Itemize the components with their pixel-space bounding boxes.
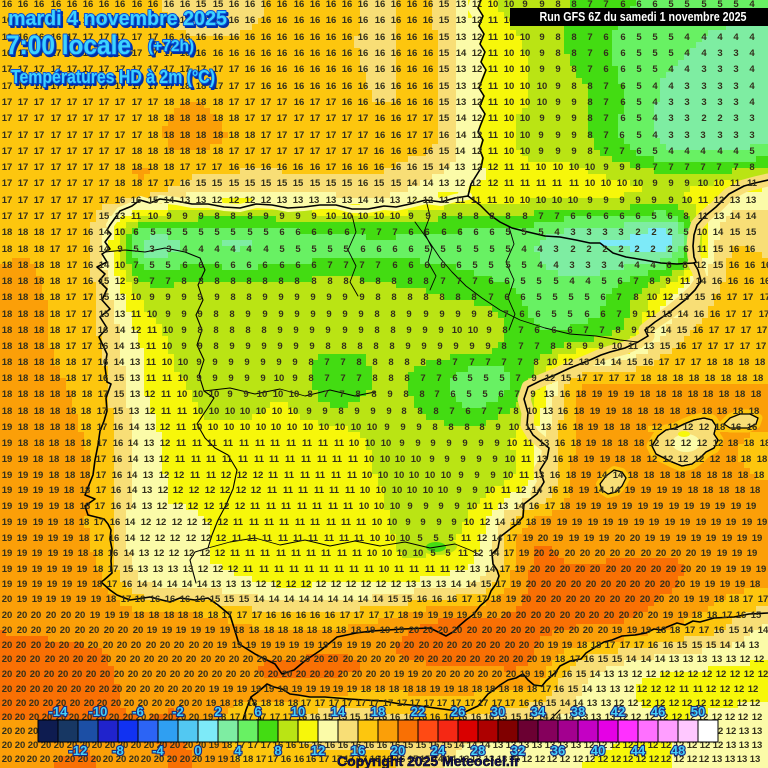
svg-text:Températures HD à 2m (°C): Températures HD à 2m (°C) [13,69,217,89]
svg-text:Copyright 2025 Meteociel.fr: Copyright 2025 Meteociel.fr [337,753,520,768]
svg-text:16: 16 [351,743,365,758]
svg-text:mardi 4 novembre 2025: mardi 4 novembre 2025 [8,8,227,30]
svg-text:18: 18 [371,704,385,719]
svg-text:-6: -6 [132,704,144,719]
svg-text:34: 34 [531,704,546,719]
svg-text:7:00 locale: 7:00 locale [6,30,131,60]
svg-text:50: 50 [691,704,705,719]
svg-text:4: 4 [234,743,242,758]
svg-text:46: 46 [651,704,665,719]
svg-text:(+72h): (+72h) [148,38,194,55]
svg-text:mardi 4 novembre 2025: mardi 4 novembre 2025 [10,10,229,32]
svg-text:14: 14 [331,704,346,719]
svg-text:-10: -10 [89,704,108,719]
svg-text:Run GFS 6Z du samedi 1 novembr: Run GFS 6Z du samedi 1 novembre 2025 [540,9,747,24]
svg-text:(+72h): (+72h) [150,40,196,57]
svg-text:2: 2 [214,704,221,719]
svg-text:20: 20 [391,743,405,758]
svg-text:38: 38 [571,704,585,719]
svg-text:-14: -14 [49,704,69,719]
svg-text:26: 26 [451,704,465,719]
svg-text:10: 10 [291,704,305,719]
svg-text:0: 0 [194,743,201,758]
svg-text:-4: -4 [152,743,164,758]
svg-text:22: 22 [411,704,425,719]
svg-text:6: 6 [254,704,261,719]
svg-text:Températures HD à 2m (°C): Températures HD à 2m (°C) [11,67,215,87]
svg-text:24: 24 [431,743,446,758]
svg-text:-8: -8 [112,743,124,758]
svg-text:36: 36 [551,743,565,758]
svg-text:-2: -2 [172,704,184,719]
svg-text:40: 40 [591,743,605,758]
svg-text:48: 48 [671,743,685,758]
svg-text:-12: -12 [69,743,88,758]
svg-text:44: 44 [631,743,646,758]
svg-text:8: 8 [274,743,281,758]
svg-text:42: 42 [611,704,625,719]
svg-text:28: 28 [471,743,485,758]
svg-text:7:00 locale: 7:00 locale [8,32,133,62]
svg-text:12: 12 [311,743,325,758]
svg-text:32: 32 [511,743,525,758]
svg-text:30: 30 [491,704,505,719]
